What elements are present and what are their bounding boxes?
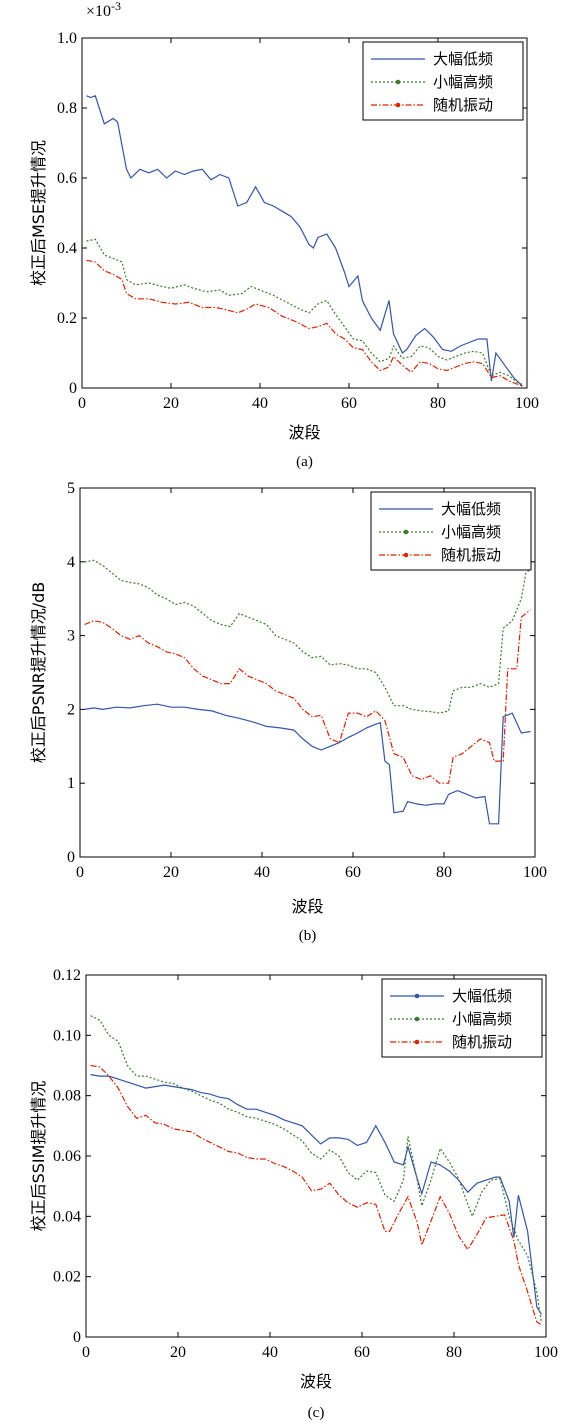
x-tick-label: 100 xyxy=(523,864,547,881)
legend-label: 小幅高频 xyxy=(452,1010,512,1028)
x-axis-label: 波段 xyxy=(300,1372,332,1391)
chart-panel-a: 0 20 40 60 80 100 0 0.2 0.4 0.6 0.8 1.0 ×10-3 大幅低频小幅高… xyxy=(0,0,562,470)
y-tick-label: 0.12 xyxy=(53,967,81,984)
series-line-3 xyxy=(90,1064,542,1326)
series-line-2 xyxy=(90,1015,542,1322)
chart-panel-c: 0 20 40 60 80 100 0 0.02 0.04 0.06 0.08 0.10 0.12 大幅低… xyxy=(0,945,562,1425)
x-tick-label: 0 xyxy=(76,864,84,881)
series-line-1 xyxy=(90,1074,542,1315)
y-tick-label: 0 xyxy=(73,1329,81,1346)
legend-label: 大幅低频 xyxy=(452,987,512,1005)
y-tick-label: 0.8 xyxy=(57,100,77,117)
chart-panel-b: 0 20 40 60 80 100 0 1 2 3 4 5 大幅低频小幅高频随机振动波段 校正后PSNR提… xyxy=(0,470,562,945)
x-tick-label: 60 xyxy=(341,395,357,412)
y-tick-label: 3 xyxy=(67,628,75,645)
x-tick-label: 20 xyxy=(163,395,179,412)
y-axis-label: 校正后SSIM提升情况 xyxy=(29,1081,48,1232)
legend-marker xyxy=(403,552,409,558)
legend xyxy=(362,41,524,121)
legend-marker xyxy=(395,79,401,85)
legend-marker xyxy=(403,529,409,535)
x-tick-label: 60 xyxy=(354,1344,370,1361)
chart-mse: 0 20 40 60 80 100 0 0.2 0.4 0.6 0.8 1.0 ×10-3 大幅低频小幅高… xyxy=(29,0,539,470)
y-tick-label: 5 xyxy=(67,480,75,497)
x-tick-label: 80 xyxy=(430,395,446,412)
y-tick-label: 0.2 xyxy=(57,310,77,327)
x-tick-label: 40 xyxy=(262,1344,278,1361)
x-tick-label: 20 xyxy=(170,1344,186,1361)
y-tick-label: 0.4 xyxy=(57,240,77,257)
y-tick-label: 0.10 xyxy=(53,1027,81,1044)
y-exponent-label: ×10-3 xyxy=(86,0,121,20)
x-axis-label: 波段 xyxy=(288,423,320,442)
panel-caption: (b) xyxy=(299,928,317,944)
y-tick-label: 2 xyxy=(67,701,75,718)
legend xyxy=(370,491,532,571)
y-tick-label: 0 xyxy=(67,849,75,866)
y-tick-label: 0 xyxy=(69,380,77,397)
plot-area xyxy=(81,37,528,389)
legend-label: 小幅高频 xyxy=(433,73,493,91)
y-tick-label: 0.6 xyxy=(57,170,77,187)
legend-marker xyxy=(414,993,420,999)
series-line-3 xyxy=(84,609,531,784)
y-tick-label: 1.0 xyxy=(57,30,77,47)
chart-ssim: 0 20 40 60 80 100 0 0.02 0.04 0.06 0.08 0.10 0.12 大幅低… xyxy=(29,967,558,1421)
legend-label: 随机振动 xyxy=(452,1033,512,1051)
y-axis-label: 校正后MSE提升情况 xyxy=(29,140,48,286)
plot-area xyxy=(79,487,536,858)
panel-caption: (c) xyxy=(308,1405,325,1421)
x-tick-label: 20 xyxy=(163,864,179,881)
x-tick-label: 0 xyxy=(78,395,86,412)
x-tick-label: 100 xyxy=(515,395,539,412)
x-tick-label: 40 xyxy=(254,864,270,881)
series-line-2 xyxy=(86,238,523,386)
series-line-3 xyxy=(86,259,523,387)
legend-label: 大幅低频 xyxy=(441,500,501,518)
panel-caption: (a) xyxy=(296,454,313,470)
y-axis-label: 校正后PSNR提升情况/dB xyxy=(29,582,48,763)
x-tick-label: 100 xyxy=(534,1344,558,1361)
y-tick-label: 0.02 xyxy=(53,1269,81,1286)
x-axis-label: 波段 xyxy=(291,897,323,916)
legend-label: 随机振动 xyxy=(433,96,493,114)
legend xyxy=(381,978,543,1058)
legend-label: 大幅低频 xyxy=(433,50,493,68)
x-tick-label: 60 xyxy=(345,864,361,881)
legend-marker xyxy=(414,1039,420,1045)
legend-label: 小幅高频 xyxy=(441,523,501,541)
y-tick-label: 0.08 xyxy=(53,1088,81,1105)
y-tick-label: 0.04 xyxy=(53,1208,81,1225)
legend-marker xyxy=(414,1016,420,1022)
series-line-2 xyxy=(84,559,531,714)
legend-label: 随机振动 xyxy=(441,546,501,564)
x-tick-label: 80 xyxy=(446,1344,462,1361)
y-tick-label: 4 xyxy=(67,554,75,571)
x-tick-label: 40 xyxy=(252,395,268,412)
series-line-1 xyxy=(86,95,523,387)
y-tick-label: 1 xyxy=(67,775,75,792)
series-line-1 xyxy=(84,703,531,825)
x-tick-label: 80 xyxy=(436,864,452,881)
y-tick-label: 0.06 xyxy=(53,1148,81,1165)
x-tick-label: 0 xyxy=(82,1344,90,1361)
legend-marker xyxy=(395,102,401,108)
